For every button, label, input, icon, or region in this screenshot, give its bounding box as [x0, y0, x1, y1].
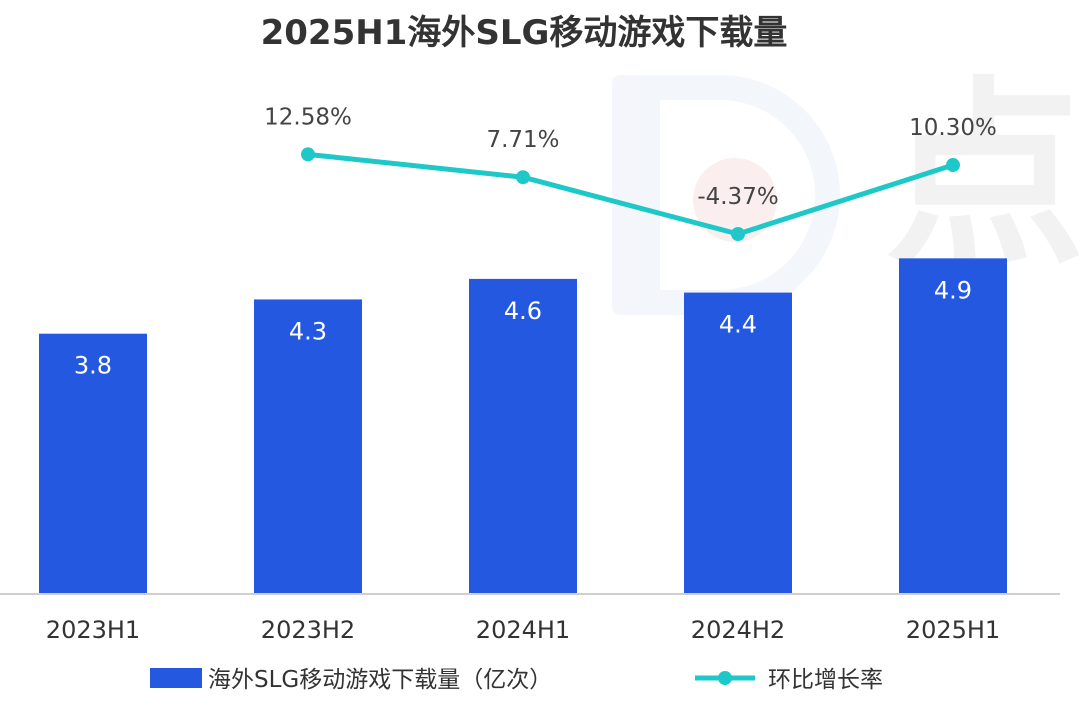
x-tick-label: 2023H2	[261, 616, 355, 644]
legend-swatch-bar	[150, 668, 202, 688]
legend-label-bar: 海外SLG移动游戏下载量（亿次）	[208, 667, 552, 693]
x-tick-label: 2024H1	[476, 616, 570, 644]
growth-value-label: 12.58%	[264, 104, 352, 130]
bar-value-label: 3.8	[74, 352, 112, 380]
x-axis-ticks: 2023H1 2023H2 2024H1 2024H2 2025H1	[46, 616, 1000, 644]
bar	[254, 299, 362, 594]
legend-label-line: 环比增长率	[768, 667, 883, 693]
growth-point	[731, 227, 745, 241]
bar	[684, 292, 792, 594]
x-tick-label: 2025H1	[906, 616, 1000, 644]
growth-point	[516, 170, 530, 185]
x-tick-label: 2024H2	[691, 616, 785, 644]
legend: 海外SLG移动游戏下载量（亿次） 环比增长率	[150, 667, 883, 693]
line-series: 12.58% 7.71% -4.37% 10.30%	[264, 104, 997, 241]
bar	[899, 258, 1007, 594]
bar	[39, 333, 147, 594]
legend-swatch-dot	[718, 671, 732, 685]
bar-value-label: 4.4	[719, 311, 757, 339]
growth-value-label: 7.71%	[486, 127, 559, 153]
bar-value-label: 4.9	[934, 276, 972, 304]
bar-value-label: 4.6	[504, 297, 542, 325]
growth-value-label: -4.37%	[697, 184, 778, 210]
growth-point	[946, 158, 960, 173]
bar-value-label: 4.3	[289, 317, 327, 345]
bar	[469, 278, 577, 594]
watermark-logo: 点	[612, 60, 1080, 315]
growth-value-label: 10.30%	[909, 115, 997, 141]
x-tick-label: 2023H1	[46, 616, 140, 644]
growth-line	[307, 151, 954, 237]
bar-series: 3.8 4.3 4.6 4.4 4.9	[39, 258, 1007, 594]
chart-title: 2025H1海外SLG移动游戏下载量	[261, 13, 788, 53]
growth-point	[301, 147, 315, 162]
